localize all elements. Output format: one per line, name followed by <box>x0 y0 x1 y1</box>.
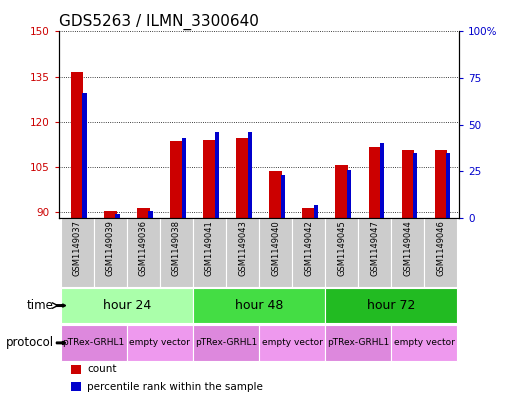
Bar <box>104 211 116 218</box>
Bar <box>248 132 252 218</box>
Text: pTRex-GRHL1: pTRex-GRHL1 <box>327 338 389 347</box>
Bar <box>446 153 450 218</box>
Text: GSM1149040: GSM1149040 <box>271 220 280 276</box>
Text: hour 24: hour 24 <box>103 299 151 312</box>
Text: GSM1149043: GSM1149043 <box>238 220 247 276</box>
Bar <box>226 218 259 287</box>
Text: empty vector: empty vector <box>262 338 323 347</box>
Bar <box>380 143 384 218</box>
Bar <box>368 147 381 218</box>
Text: GDS5263 / ILMN_3300640: GDS5263 / ILMN_3300640 <box>59 14 259 30</box>
Bar <box>61 325 127 361</box>
Text: GSM1149039: GSM1149039 <box>106 220 115 276</box>
Bar <box>61 218 94 287</box>
Bar <box>214 132 219 218</box>
Text: empty vector: empty vector <box>394 338 455 347</box>
Text: GSM1149037: GSM1149037 <box>73 220 82 276</box>
Text: protocol: protocol <box>6 336 54 349</box>
Text: GSM1149041: GSM1149041 <box>205 220 214 276</box>
Text: time: time <box>27 299 54 312</box>
Bar <box>170 141 183 218</box>
Bar <box>182 138 186 218</box>
Bar <box>292 218 325 287</box>
Bar <box>61 288 193 323</box>
Bar <box>402 151 414 218</box>
Text: GSM1149046: GSM1149046 <box>437 220 445 276</box>
Text: empty vector: empty vector <box>129 338 190 347</box>
Bar <box>336 165 348 218</box>
Bar <box>281 175 285 218</box>
Bar <box>137 208 150 218</box>
Text: pTRex-GRHL1: pTRex-GRHL1 <box>63 338 125 347</box>
Text: pTRex-GRHL1: pTRex-GRHL1 <box>195 338 257 347</box>
Bar <box>236 138 249 218</box>
Bar <box>435 151 447 218</box>
Bar <box>391 218 424 287</box>
Text: GSM1149044: GSM1149044 <box>403 220 412 276</box>
Bar <box>325 325 391 361</box>
Bar <box>358 218 391 287</box>
Bar <box>269 171 282 218</box>
Text: GSM1149038: GSM1149038 <box>172 220 181 276</box>
Text: count: count <box>87 364 116 375</box>
Text: hour 48: hour 48 <box>235 299 283 312</box>
Bar <box>193 218 226 287</box>
Text: GSM1149045: GSM1149045 <box>337 220 346 276</box>
Bar <box>314 205 318 218</box>
Bar <box>82 93 87 218</box>
Bar <box>148 211 153 218</box>
Text: GSM1149047: GSM1149047 <box>370 220 379 276</box>
Bar <box>325 218 358 287</box>
Bar <box>391 325 458 361</box>
Bar <box>71 365 81 374</box>
Bar <box>413 153 417 218</box>
Bar <box>71 72 84 218</box>
Bar <box>193 325 259 361</box>
Bar <box>325 288 458 323</box>
Bar <box>94 218 127 287</box>
Bar <box>203 140 216 218</box>
Bar <box>193 288 325 323</box>
Bar <box>302 208 315 218</box>
Bar <box>259 218 292 287</box>
Text: GSM1149036: GSM1149036 <box>139 220 148 276</box>
Bar <box>347 169 351 218</box>
Bar <box>424 218 458 287</box>
Bar <box>259 325 325 361</box>
Text: percentile rank within the sample: percentile rank within the sample <box>87 382 263 392</box>
Bar <box>127 325 193 361</box>
Bar <box>71 382 81 391</box>
Text: GSM1149042: GSM1149042 <box>304 220 313 276</box>
Bar <box>115 215 120 218</box>
Bar <box>127 218 160 287</box>
Bar <box>160 218 193 287</box>
Text: hour 72: hour 72 <box>367 299 416 312</box>
